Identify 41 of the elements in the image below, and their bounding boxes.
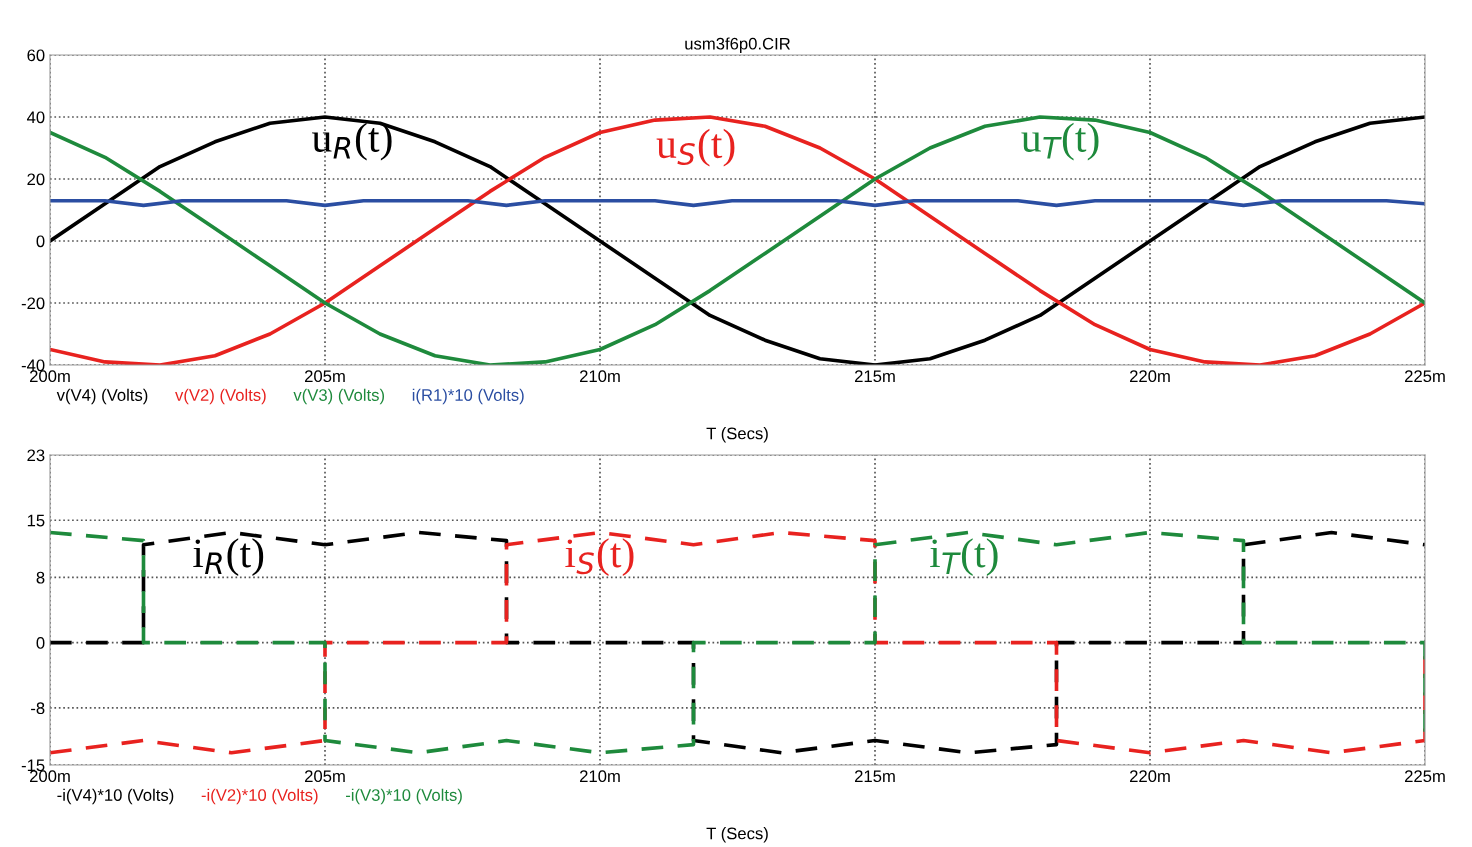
- y-tick-label: 20: [27, 173, 45, 186]
- y-tick-label: 23: [27, 449, 45, 462]
- x-axis-title: T (Secs): [706, 427, 768, 443]
- x-tick-label: 205m: [304, 770, 345, 783]
- x-tick-label: 220m: [1129, 770, 1170, 783]
- x-tick-label: 205m: [304, 370, 345, 383]
- text: i(R1)*10 (Volts): [412, 388, 524, 405]
- annotation: u$_{S}$(t): [656, 128, 735, 167]
- y-tick-label: 60: [27, 49, 45, 62]
- x-tick-label: 200m: [29, 770, 70, 783]
- y-tick-label: -20: [21, 297, 45, 310]
- text: -i(V4)*10 (Volts): [57, 788, 174, 805]
- text: v(V4) (Volts): [56, 388, 148, 405]
- y-tick-label: 0: [36, 235, 45, 248]
- x-tick-label: 210m: [579, 370, 620, 383]
- x-tick-label: 215m: [854, 770, 895, 783]
- x-tick-label: 215m: [854, 370, 895, 383]
- annotation: u$_{T}$(t): [1021, 122, 1099, 161]
- x-tick-label: 210m: [579, 770, 620, 783]
- x-tick-label: 220m: [1129, 370, 1170, 383]
- x-tick-label: 225m: [1404, 370, 1445, 383]
- y-tick-label: 15: [27, 514, 45, 527]
- y-tick-label: 8: [36, 571, 45, 584]
- x-axis-title: T (Secs): [706, 827, 768, 843]
- y-tick-label: -15: [21, 759, 45, 772]
- x-tick-label: 225m: [1404, 770, 1445, 783]
- annotation: i$_{T}$(t): [930, 538, 998, 576]
- annotation: i$_{R}$(t): [193, 538, 264, 576]
- chart-title: usm3f6p0.CIR: [685, 37, 790, 53]
- x-tick-label: 200m: [29, 370, 70, 383]
- y-tick-label: 40: [26, 111, 45, 124]
- line-series: [50, 530, 1425, 755]
- y-tick-label: -40: [21, 359, 45, 372]
- annotation: u$_{R}$(t): [312, 122, 392, 161]
- text: -i(V3)*10 (Volts): [345, 788, 462, 805]
- text: v(V3) (Volts): [293, 388, 385, 405]
- annotation: i$_{S}$(t): [565, 538, 634, 576]
- y-tick-label: 0: [36, 637, 45, 649]
- series-label: v(V2) (Volts): [175, 388, 266, 405]
- text: -i(V2)*10 (Volts): [201, 788, 318, 805]
- y-tick-label: -8: [31, 702, 45, 715]
